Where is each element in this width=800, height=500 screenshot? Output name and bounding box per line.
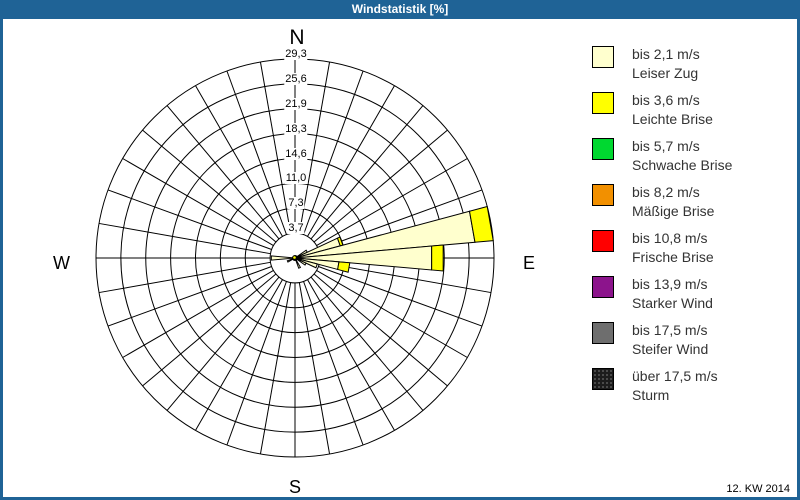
ring-label: 3,7 bbox=[287, 222, 305, 235]
ring-label: 25,6 bbox=[284, 72, 308, 85]
wind-rose-wedge-segment bbox=[337, 261, 351, 273]
legend-item: bis 13,9 m/s Starker Wind bbox=[585, 275, 795, 321]
compass-east-label: E bbox=[523, 253, 536, 273]
legend-name-label: Steifer Wind bbox=[632, 341, 709, 357]
legend-color-swatch bbox=[592, 138, 614, 160]
legend-name-label: Sturm bbox=[632, 387, 670, 403]
legend-color-swatch bbox=[592, 184, 614, 206]
legend-item-label: bis 10,8 m/s Frische Brise bbox=[632, 229, 714, 267]
title-bar: Windstatistik [%] bbox=[0, 0, 800, 19]
legend-speed-label: bis 13,9 m/s bbox=[632, 276, 708, 292]
page-title: Windstatistik [%] bbox=[351, 2, 449, 16]
legend-item-label: über 17,5 m/s Sturm bbox=[632, 367, 718, 405]
legend-name-label: Frische Brise bbox=[632, 249, 714, 265]
compass-west-label: W bbox=[53, 253, 70, 273]
legend-item: über 17,5 m/s Sturm bbox=[585, 367, 795, 413]
legend-item: bis 5,7 m/s Schwache Brise bbox=[585, 137, 795, 183]
legend-item: bis 17,5 m/s Steifer Wind bbox=[585, 321, 795, 367]
legend-item: bis 2,1 m/s Leiser Zug bbox=[585, 45, 795, 91]
legend-name-label: Leichte Brise bbox=[632, 111, 713, 127]
legend-speed-label: bis 3,6 m/s bbox=[632, 92, 700, 108]
legend-item-label: bis 17,5 m/s Steifer Wind bbox=[632, 321, 708, 359]
legend-item-label: bis 3,6 m/s Leichte Brise bbox=[632, 91, 713, 129]
ring-label: 21,9 bbox=[284, 97, 308, 110]
legend-name-label: Schwache Brise bbox=[632, 157, 733, 173]
calendar-week-label: 12. KW 2014 bbox=[726, 483, 790, 495]
wind-rose-wedge-segment bbox=[431, 244, 444, 272]
legend-item-label: bis 2,1 m/s Leiser Zug bbox=[632, 45, 700, 83]
legend-name-label: Mäßige Brise bbox=[632, 203, 715, 219]
legend-item-label: bis 5,7 m/s Schwache Brise bbox=[632, 137, 732, 175]
wind-rose-wedge-segment bbox=[270, 255, 296, 261]
legend-name-label: Leiser Zug bbox=[632, 65, 699, 81]
legend-name-label: Starker Wind bbox=[632, 295, 713, 311]
ring-label: 29,3 bbox=[284, 48, 308, 60]
legend-item: bis 3,6 m/s Leichte Brise bbox=[585, 91, 795, 137]
compass-north-label: N bbox=[289, 26, 305, 49]
legend: bis 2,1 m/s Leiser Zug bis 3,6 m/s Leich… bbox=[585, 45, 795, 413]
legend-color-swatch bbox=[592, 230, 614, 252]
legend-color-swatch bbox=[592, 92, 614, 114]
legend-speed-label: bis 17,5 m/s bbox=[632, 322, 708, 338]
legend-color-swatch bbox=[592, 322, 614, 344]
legend-speed-label: bis 10,8 m/s bbox=[632, 230, 708, 246]
legend-item: bis 8,2 m/s Mäßige Brise bbox=[585, 183, 795, 229]
ring-label: 7,3 bbox=[287, 197, 305, 210]
legend-color-swatch bbox=[592, 368, 614, 390]
ring-label: 14,6 bbox=[284, 147, 308, 160]
legend-speed-label: bis 5,7 m/s bbox=[632, 138, 700, 154]
compass-south-label: S bbox=[288, 477, 301, 497]
legend-item: bis 10,8 m/s Frische Brise bbox=[585, 229, 795, 275]
wind-rose-wedge-segment bbox=[294, 257, 307, 266]
legend-color-swatch bbox=[592, 46, 614, 68]
legend-speed-label: über 17,5 m/s bbox=[632, 368, 718, 384]
legend-speed-label: bis 2,1 m/s bbox=[632, 46, 700, 62]
legend-item-label: bis 8,2 m/s Mäßige Brise bbox=[632, 183, 714, 221]
ring-label: 11,0 bbox=[284, 172, 308, 185]
legend-speed-label: bis 8,2 m/s bbox=[632, 184, 700, 200]
ring-label: 18,3 bbox=[284, 122, 308, 135]
legend-item-label: bis 13,9 m/s Starker Wind bbox=[632, 275, 713, 313]
legend-color-swatch bbox=[592, 276, 614, 298]
wind-rose-wedge-segment bbox=[468, 205, 494, 243]
